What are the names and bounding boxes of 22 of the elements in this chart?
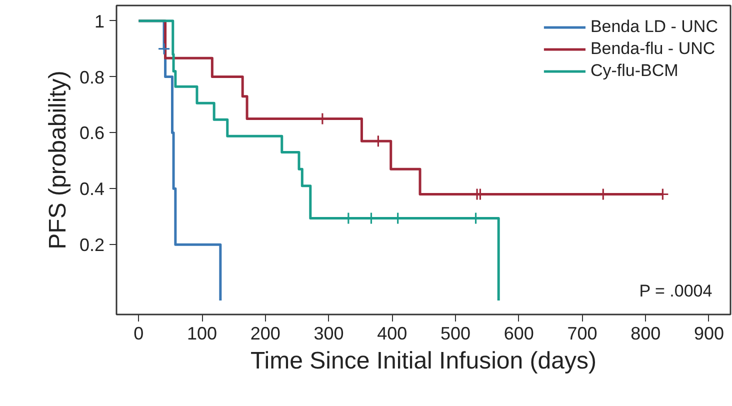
legend-label: Benda LD - UNC: [590, 17, 718, 37]
annotation: P = .0004: [639, 282, 712, 300]
legend-label: Benda-flu - UNC: [590, 39, 716, 59]
y-tick-label: 0.8: [79, 67, 105, 88]
x-tick-label: 200: [250, 324, 280, 344]
x-tick-label: 800: [630, 324, 661, 344]
y-tick-label: 0.6: [79, 123, 105, 144]
x-tick-label: 400: [377, 324, 408, 344]
y-tick-label: 0.4: [79, 179, 105, 200]
x-axis-title: Time Since Initial Infusion (days): [250, 348, 596, 374]
legend-label: Cy-flu-BCM: [590, 61, 678, 81]
x-tick-label: 500: [440, 324, 471, 344]
x-tick-label: 0: [134, 324, 144, 344]
x-tick-label: 300: [314, 324, 344, 344]
x-tick-label: 600: [504, 324, 534, 344]
x-tick-label: 100: [187, 324, 218, 344]
x-tick-label: 700: [567, 324, 598, 344]
y-axis-title: PFS (probability): [44, 70, 72, 250]
x-tick-label: 900: [694, 324, 724, 344]
y-tick-label: 1: [94, 11, 105, 32]
y-tick-label: 0.2: [79, 235, 105, 256]
point: [158, 42, 170, 56]
